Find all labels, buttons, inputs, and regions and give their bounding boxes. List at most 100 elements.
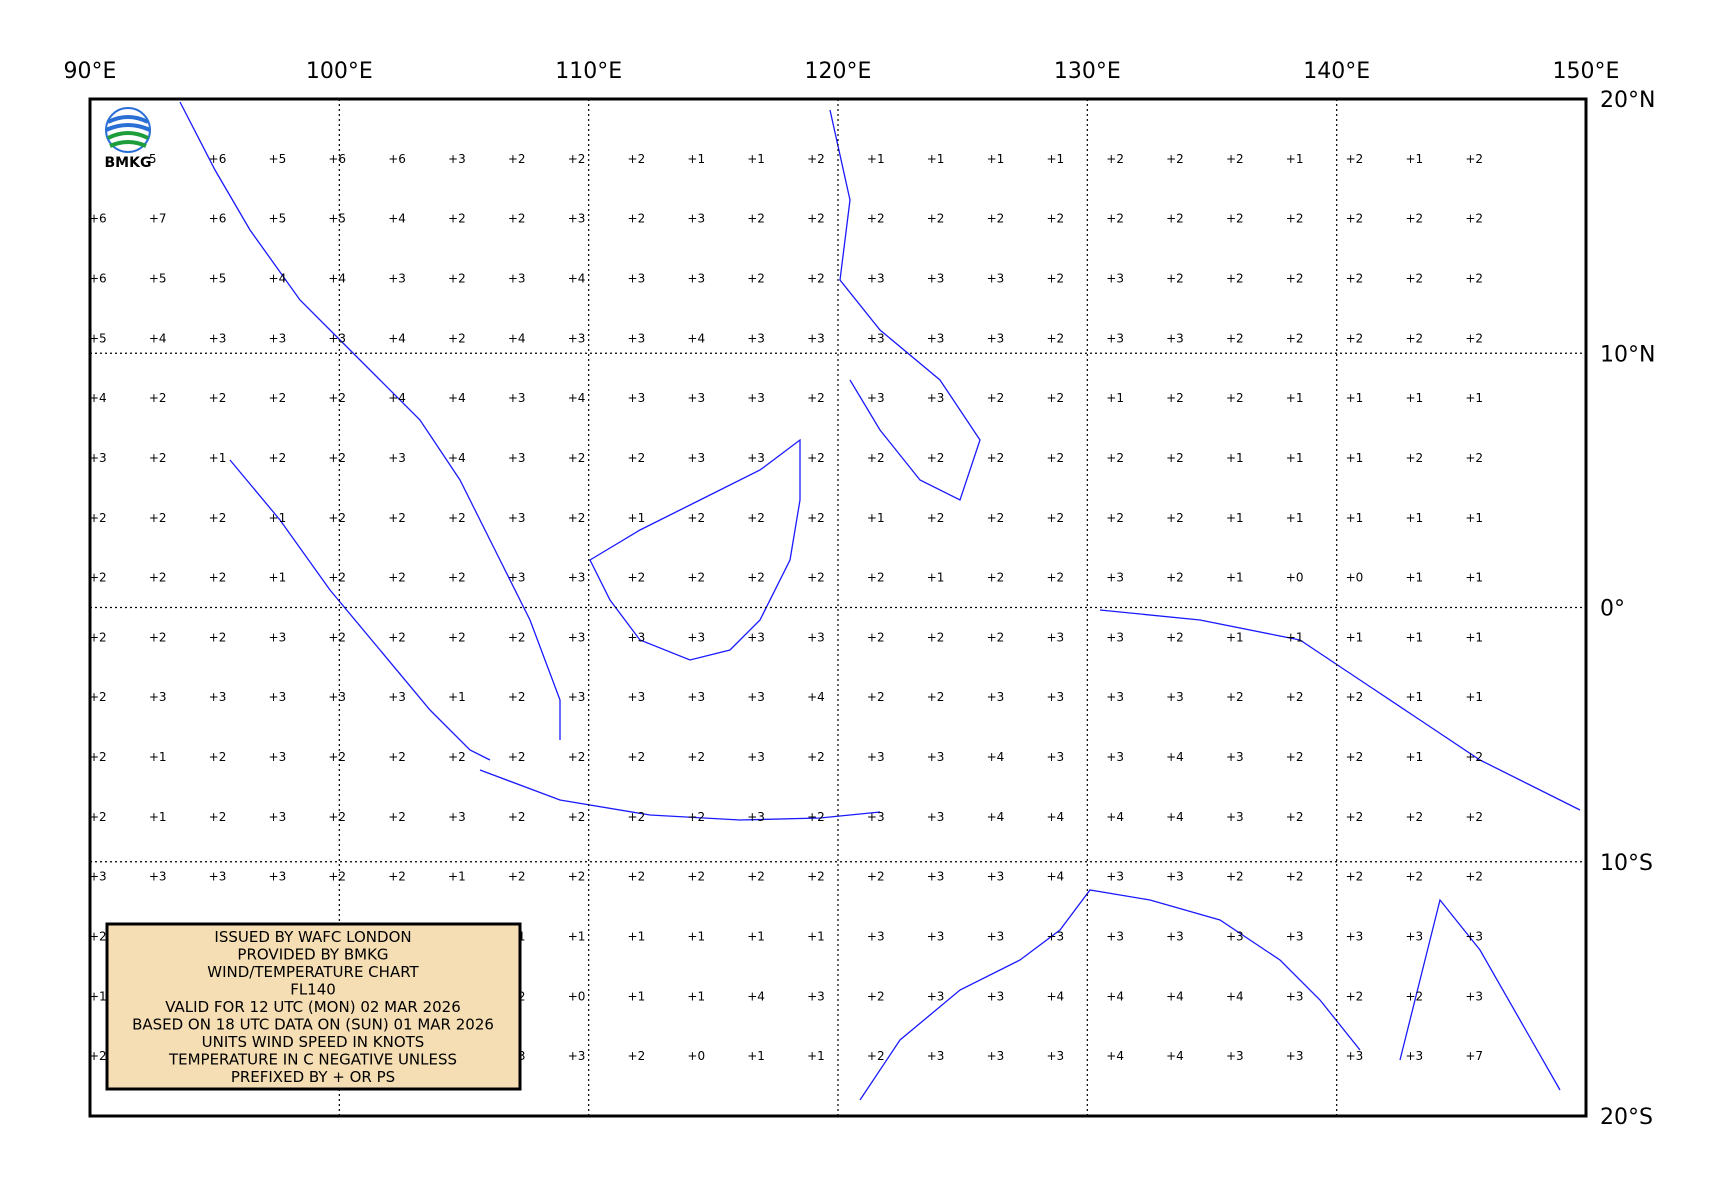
temperature-label: +2 [328, 511, 346, 525]
temperature-label: +0 [1346, 571, 1364, 585]
temperature-label: +2 [807, 810, 825, 824]
temperature-label: +2 [388, 511, 406, 525]
temperature-label: +1 [269, 571, 287, 585]
temperature-label: +3 [568, 331, 586, 345]
temperature-label: +3 [508, 451, 526, 465]
temperature-label: +1 [1405, 152, 1423, 166]
info-line: WIND/TEMPERATURE CHART [207, 963, 419, 981]
temperature-label: +7 [149, 212, 167, 226]
temperature-label: +2 [687, 870, 705, 884]
temperature-label: +5 [269, 212, 287, 226]
temperature-label: +2 [1405, 989, 1423, 1003]
temperature-label: +1 [987, 152, 1005, 166]
temperature-label: +6 [209, 212, 227, 226]
temperature-label: +1 [687, 930, 705, 944]
temperature-label: +3 [209, 331, 227, 345]
temperature-label: +3 [508, 511, 526, 525]
temperature-label: +2 [867, 870, 885, 884]
temperature-label: +1 [1405, 391, 1423, 405]
temperature-label: +2 [448, 750, 466, 764]
temperature-label: +3 [328, 690, 346, 704]
temperature-label: +2 [807, 212, 825, 226]
temperature-label: +2 [1226, 391, 1244, 405]
temperature-label: +3 [89, 451, 107, 465]
temperature-label: +3 [568, 630, 586, 644]
temperature-label: +2 [328, 391, 346, 405]
temperature-label: +2 [1046, 331, 1064, 345]
temperature-label: +2 [807, 870, 825, 884]
temperature-label: +3 [209, 870, 227, 884]
temperature-label: +3 [747, 451, 765, 465]
info-line: PREFIXED BY + OR PS [231, 1068, 395, 1086]
lat-label: 10°N [1600, 342, 1655, 367]
temperature-label: +3 [927, 271, 945, 285]
temperature-label: +1 [1465, 391, 1483, 405]
temperature-label: +2 [1405, 331, 1423, 345]
temperature-label: +2 [1046, 391, 1064, 405]
temperature-label: +1 [448, 870, 466, 884]
coastline [829, 109, 981, 501]
temperature-label: +2 [1286, 331, 1304, 345]
temperature-label: +4 [1166, 750, 1184, 764]
temperature-label: +3 [1226, 1049, 1244, 1063]
temperature-label: +3 [388, 451, 406, 465]
temperature-label: +1 [1346, 451, 1364, 465]
temperature-label: +3 [687, 271, 705, 285]
temperature-label: +3 [687, 690, 705, 704]
temperature-label: +1 [1405, 750, 1423, 764]
temperature-label: +3 [269, 750, 287, 764]
temperature-label: +3 [1166, 930, 1184, 944]
temperature-label: +2 [628, 1049, 646, 1063]
temperature-label: +2 [209, 511, 227, 525]
lat-label: 0° [1600, 597, 1625, 622]
temperature-label: +2 [269, 451, 287, 465]
temperature-label: +2 [1106, 451, 1124, 465]
info-line: VALID FOR 12 UTC (MON) 02 MAR 2026 [165, 998, 461, 1016]
temperature-label: +3 [987, 690, 1005, 704]
logo-text: BMKG [105, 155, 152, 171]
temperature-label: +3 [807, 630, 825, 644]
temperature-label: +2 [89, 630, 107, 644]
temperature-label: +2 [987, 451, 1005, 465]
temperature-label: +2 [1405, 870, 1423, 884]
temperature-label: +3 [1465, 989, 1483, 1003]
temperature-label: +4 [987, 810, 1005, 824]
temperature-label: +4 [747, 989, 765, 1003]
temperature-label: +2 [508, 212, 526, 226]
temperature-label: +3 [927, 1049, 945, 1063]
temperature-label: +3 [269, 630, 287, 644]
temperature-label: +4 [1166, 989, 1184, 1003]
temperature-label: +2 [1286, 810, 1304, 824]
temperature-label: +1 [1226, 571, 1244, 585]
temperature-label: +5 [149, 271, 167, 285]
temperature-label: +2 [1166, 571, 1184, 585]
temperature-label: +3 [867, 391, 885, 405]
temperature-label: +3 [1046, 1049, 1064, 1063]
temperature-label: +2 [209, 750, 227, 764]
info-line: TEMPERATURE IN C NEGATIVE UNLESS [168, 1051, 457, 1069]
temperature-label: +2 [328, 750, 346, 764]
temperature-label: +2 [328, 571, 346, 585]
temperature-label: +3 [1046, 930, 1064, 944]
temperature-label: +2 [1286, 271, 1304, 285]
temperature-label: +2 [807, 271, 825, 285]
temperature-label: +3 [448, 152, 466, 166]
temperature-label: +3 [149, 690, 167, 704]
info-line: UNITS WIND SPEED IN KNOTS [202, 1033, 425, 1051]
temperature-label: +3 [867, 271, 885, 285]
temperature-label: +3 [628, 690, 646, 704]
temperature-label: +2 [89, 810, 107, 824]
temperature-label: +3 [1346, 930, 1364, 944]
temperature-label: +2 [89, 511, 107, 525]
temperature-label: +2 [568, 511, 586, 525]
temperature-label: +3 [149, 870, 167, 884]
temperature-label: +3 [1226, 750, 1244, 764]
logo-land [107, 131, 149, 148]
temperature-label: +6 [388, 152, 406, 166]
temperature-label: +2 [1405, 451, 1423, 465]
temperature-label: +2 [1346, 870, 1364, 884]
temperature-label: +4 [448, 391, 466, 405]
temperature-label: +2 [508, 870, 526, 884]
temperature-label: +2 [448, 511, 466, 525]
temperature-label: +3 [1346, 1049, 1364, 1063]
